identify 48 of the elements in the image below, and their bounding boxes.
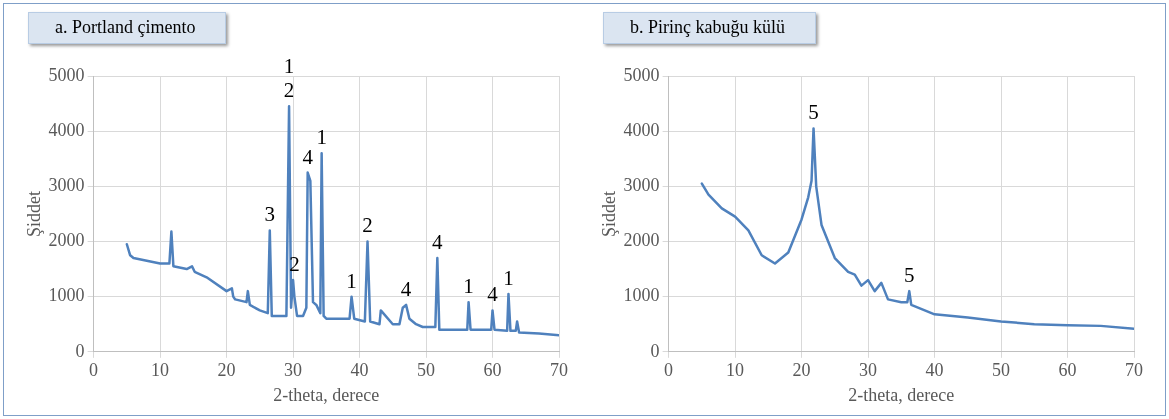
x-tick-label: 20: [217, 360, 236, 381]
y-tick-label: 5000: [48, 64, 85, 85]
y-axis-title: Şiddet: [598, 190, 619, 237]
x-tick-label: 10: [726, 360, 745, 381]
annotation: 4: [487, 282, 499, 307]
y-tick-label: 4000: [623, 119, 660, 140]
x-tick-label: 20: [792, 360, 811, 381]
x-tick-label: 0: [664, 360, 674, 381]
annotation: 2: [362, 213, 373, 238]
x-tick-label: 40: [925, 360, 944, 381]
y-tick-label: 0: [75, 340, 85, 361]
x-tick-label: 30: [859, 360, 878, 381]
x-tick-label: 60: [1058, 360, 1077, 381]
y-tick-label: 3000: [623, 175, 660, 196]
y-tick-label: 2000: [48, 230, 85, 251]
chart-title: b. Pirinç kabuğu külü: [603, 12, 816, 44]
y-tick-label: 0: [650, 340, 660, 361]
y-tick-label: 1000: [48, 285, 85, 306]
annotation: 1: [463, 274, 474, 299]
x-tick-label: 70: [1125, 360, 1143, 381]
x-tick-label: 50: [417, 360, 436, 381]
y-axis-title: Şiddet: [23, 190, 44, 237]
y-tick-label: 4000: [48, 119, 85, 140]
annotation: 4: [432, 230, 444, 255]
x-axis-title: 2-theta, derece: [848, 384, 955, 405]
y-tick-label: 2000: [623, 230, 660, 251]
annotation: 5: [904, 263, 915, 288]
annotation: 3: [264, 202, 276, 227]
x-tick-label: 0: [89, 360, 99, 381]
annotation: 4: [302, 144, 314, 169]
annotation: 4: [400, 276, 412, 301]
x-tick-label: 40: [350, 360, 369, 381]
y-tick-label: 5000: [623, 64, 660, 85]
x-axis-title: 2-theta, derece: [273, 384, 380, 405]
annotation: 5: [808, 100, 819, 125]
annotation: 2: [283, 78, 295, 103]
annotation: 1: [316, 125, 327, 150]
x-tick-label: 30: [284, 360, 303, 381]
x-tick-label: 60: [483, 360, 502, 381]
annotation: 1: [346, 268, 357, 293]
chart-title: a. Portland çimento: [28, 12, 227, 44]
y-tick-label: 1000: [623, 285, 660, 306]
x-tick-label: 70: [550, 360, 568, 381]
x-tick-label: 50: [992, 360, 1011, 381]
y-tick-label: 3000: [48, 175, 85, 196]
annotation: 1: [503, 265, 514, 290]
annotation: 1: [283, 54, 295, 79]
x-tick-label: 10: [151, 360, 170, 381]
